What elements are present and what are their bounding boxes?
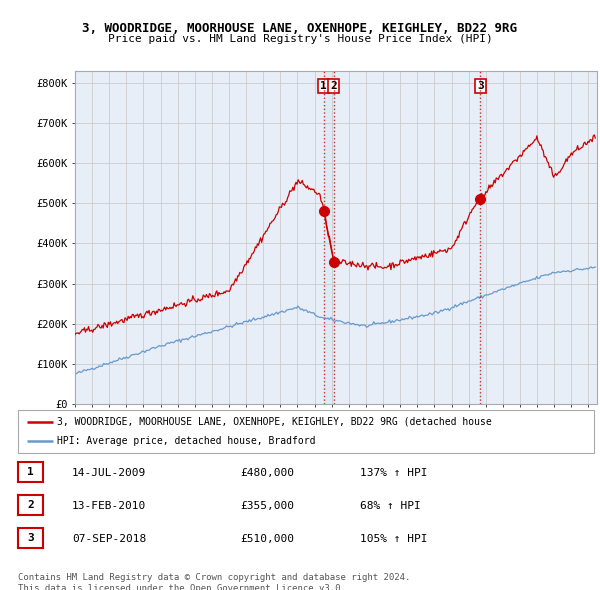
Text: 3: 3 — [477, 81, 484, 91]
Text: £480,000: £480,000 — [240, 468, 294, 477]
Text: £355,000: £355,000 — [240, 501, 294, 510]
Text: 14-JUL-2009: 14-JUL-2009 — [72, 468, 146, 477]
Bar — [324, 71, 334, 404]
Text: HPI: Average price, detached house, Bradford: HPI: Average price, detached house, Brad… — [57, 436, 316, 446]
Text: Contains HM Land Registry data © Crown copyright and database right 2024.
This d: Contains HM Land Registry data © Crown c… — [18, 573, 410, 590]
Text: 1: 1 — [27, 467, 34, 477]
Text: Price paid vs. HM Land Registry's House Price Index (HPI): Price paid vs. HM Land Registry's House … — [107, 34, 493, 44]
Text: 1: 1 — [320, 81, 327, 91]
Text: £510,000: £510,000 — [240, 534, 294, 543]
Bar — [480, 71, 483, 404]
Text: 68% ↑ HPI: 68% ↑ HPI — [360, 501, 421, 510]
Text: 13-FEB-2010: 13-FEB-2010 — [72, 501, 146, 510]
Text: 105% ↑ HPI: 105% ↑ HPI — [360, 534, 427, 543]
Text: 3, WOODRIDGE, MOORHOUSE LANE, OXENHOPE, KEIGHLEY, BD22 9RG: 3, WOODRIDGE, MOORHOUSE LANE, OXENHOPE, … — [83, 22, 517, 35]
Text: 2: 2 — [331, 81, 337, 91]
Text: 2: 2 — [27, 500, 34, 510]
Text: 3, WOODRIDGE, MOORHOUSE LANE, OXENHOPE, KEIGHLEY, BD22 9RG (detached house: 3, WOODRIDGE, MOORHOUSE LANE, OXENHOPE, … — [57, 417, 492, 427]
Text: 07-SEP-2018: 07-SEP-2018 — [72, 534, 146, 543]
Text: 137% ↑ HPI: 137% ↑ HPI — [360, 468, 427, 477]
Text: 3: 3 — [27, 533, 34, 543]
